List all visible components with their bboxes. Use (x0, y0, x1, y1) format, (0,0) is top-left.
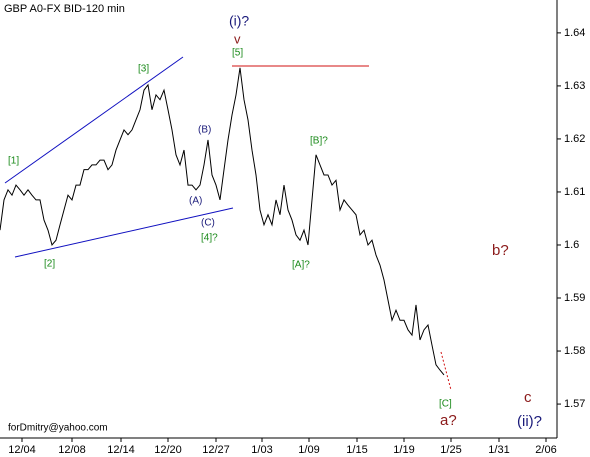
wave-label: [2] (44, 259, 55, 270)
wave-label: (B) (198, 125, 211, 136)
wave-label: (i)? (229, 13, 249, 29)
wave-label: b? (492, 242, 509, 259)
x-tick-label: 12/20 (154, 444, 182, 456)
trend-line (4, 56, 184, 184)
chart-title: GBP A0-FX BID-120 min (4, 3, 125, 15)
watermark: forDmitry@yahoo.com (8, 423, 108, 434)
wave-label: v (234, 31, 241, 46)
wave-label: a? (440, 412, 457, 429)
x-tick-label: 1/19 (393, 444, 414, 456)
wave-label: (C) (201, 218, 215, 229)
x-tick-label: 1/03 (251, 444, 272, 456)
x-tick-label: 1/15 (346, 444, 367, 456)
y-tick-label: 1.63 (564, 80, 585, 92)
wave-label: [C] (439, 399, 452, 410)
y-tick-label: 1.62 (564, 133, 585, 145)
wave-label: [5] (232, 48, 243, 59)
x-tick-label: 12/04 (8, 444, 36, 456)
wave-label: [B]? (310, 136, 328, 147)
price-line (0, 67, 445, 376)
x-tick-label: 2/06 (535, 444, 556, 456)
y-tick-label: 1.61 (564, 186, 585, 198)
x-tick-label: 12/08 (58, 444, 86, 456)
wave-label: [1] (8, 156, 19, 167)
x-tick-label: 1/31 (488, 444, 509, 456)
wave-label: c (524, 389, 532, 406)
wave-label: [4]? (201, 233, 218, 244)
x-tick-label: 1/25 (440, 444, 461, 456)
x-tick-label: 1/09 (298, 444, 319, 456)
y-tick-label: 1.59 (564, 292, 585, 304)
x-tick-label: 12/14 (107, 444, 135, 456)
projection (440, 351, 452, 391)
x-tick-label: 12/27 (202, 444, 230, 456)
wave-label: [3] (138, 64, 149, 75)
wave-label: (ii)? (517, 413, 542, 430)
series-group (0, 67, 445, 376)
trend-line (14, 207, 234, 258)
y-tick-label: 1.58 (564, 345, 585, 357)
y-tick-label: 1.57 (564, 398, 585, 410)
wave-label: [A]? (292, 260, 310, 271)
wave-label: (A) (189, 196, 202, 207)
y-tick-label: 1.6 (564, 239, 579, 251)
y-tick-label: 1.64 (564, 27, 585, 39)
